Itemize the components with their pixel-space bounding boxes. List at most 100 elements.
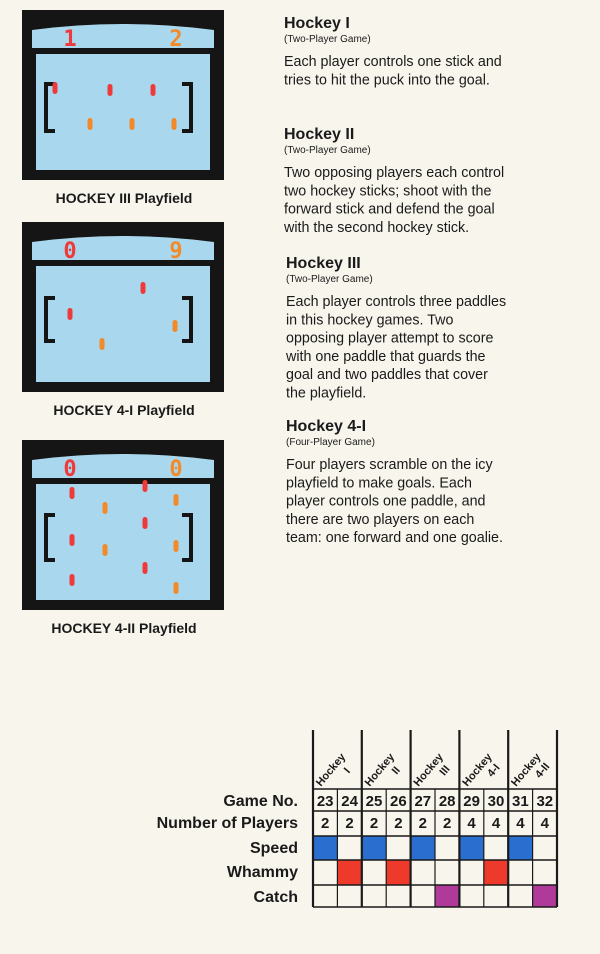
goal: [44, 82, 55, 133]
cell-value: 2: [419, 815, 427, 832]
paddle: [69, 487, 75, 499]
goal: [44, 296, 55, 343]
cell-value: 4: [541, 815, 550, 832]
game-subtitle: (Two-Player Game): [284, 34, 371, 45]
row-label: Game No.: [223, 793, 298, 810]
game-description: Four players scramble on the icy: [286, 457, 493, 473]
paddle: [69, 574, 75, 586]
game-description: with one paddle that guards the: [285, 349, 486, 365]
paddle: [69, 534, 75, 546]
scoreboard: [32, 24, 214, 48]
scoreboard: [32, 454, 214, 478]
goal: [44, 513, 55, 562]
cell-value: 2: [370, 815, 378, 832]
feature-cell: [361, 836, 387, 860]
game-subtitle: (Four-Player Game): [286, 437, 375, 448]
paddle: [102, 502, 108, 514]
game-title: Hockey 4-I: [286, 418, 366, 435]
cell-value: 2: [443, 815, 451, 832]
game-title: Hockey I: [284, 15, 350, 32]
cell-value: 27: [414, 793, 431, 810]
game-title: Hockey III: [286, 255, 361, 272]
score: 2: [169, 27, 182, 52]
paddle: [150, 84, 156, 96]
game-description: with the second hockey stick.: [283, 220, 469, 236]
paddle: [52, 82, 58, 94]
cell-value: 28: [439, 793, 456, 810]
screen-caption: HOCKEY 4-II Playfield: [51, 620, 196, 636]
paddle: [102, 544, 108, 556]
paddle: [67, 308, 73, 320]
cell-value: 23: [317, 793, 334, 810]
game-description: goal and two paddles that cover: [286, 367, 488, 383]
game-subtitle: (Two-Player Game): [284, 145, 371, 156]
feature-cell: [459, 836, 484, 860]
goal: [182, 513, 193, 562]
paddle: [173, 582, 179, 594]
playfield: [36, 266, 210, 382]
score: 0: [63, 239, 76, 264]
paddle: [107, 84, 113, 96]
cell-value: 25: [366, 793, 383, 810]
goal: [182, 296, 193, 343]
paddle: [142, 517, 148, 529]
playfield: [36, 54, 210, 170]
paddle: [172, 320, 178, 332]
game-description: tries to hit the puck into the goal.: [284, 72, 490, 88]
cell-value: 26: [390, 793, 407, 810]
cell-value: 30: [488, 793, 505, 810]
score: 9: [169, 239, 182, 264]
game-description: two hockey sticks; shoot with the: [284, 183, 491, 199]
paddle: [142, 562, 148, 574]
cell-value: 2: [345, 815, 353, 832]
game-description: opposing player attempt to score: [286, 331, 493, 347]
cell-value: 2: [394, 815, 402, 832]
feature-cell: [313, 836, 338, 860]
row-label: Speed: [250, 840, 298, 857]
feature-cell: [435, 885, 460, 907]
goal: [182, 82, 193, 133]
game-description: Each player controls three paddles: [286, 294, 506, 310]
game-description: the playfield.: [286, 386, 366, 402]
score: 0: [63, 457, 76, 482]
row-label: Number of Players: [157, 815, 298, 832]
row-label: Catch: [254, 889, 298, 906]
column-header-text: I: [342, 766, 353, 776]
feature-cell: [532, 885, 557, 907]
paddle: [173, 540, 179, 552]
cell-value: 24: [341, 793, 358, 810]
paddle: [142, 480, 148, 492]
paddle: [140, 282, 146, 294]
game-subtitle: (Two-Player Game): [286, 274, 373, 285]
feature-cell: [337, 860, 362, 885]
cell-value: 29: [463, 793, 480, 810]
game-description: team: one forward and one goalie.: [286, 530, 503, 546]
cell-value: 4: [516, 815, 525, 832]
score: 0: [169, 457, 182, 482]
cell-value: 2: [321, 815, 329, 832]
row-label: Whammy: [227, 864, 298, 881]
game-description: in this hockey games. Two: [286, 312, 453, 328]
game-description: Two opposing players each control: [284, 165, 504, 181]
feature-cell: [483, 860, 509, 885]
game-description: forward stick and defend the goal: [284, 202, 495, 218]
feature-cell: [410, 836, 435, 860]
scoreboard: [32, 236, 214, 260]
score: 1: [63, 27, 76, 52]
column-header-text: II: [390, 765, 403, 777]
paddle: [87, 118, 93, 130]
game-title: Hockey II: [284, 126, 354, 143]
screen-caption: HOCKEY III Playfield: [56, 190, 193, 206]
cell-value: 31: [512, 793, 529, 810]
paddle: [171, 118, 177, 130]
paddle: [173, 494, 179, 506]
